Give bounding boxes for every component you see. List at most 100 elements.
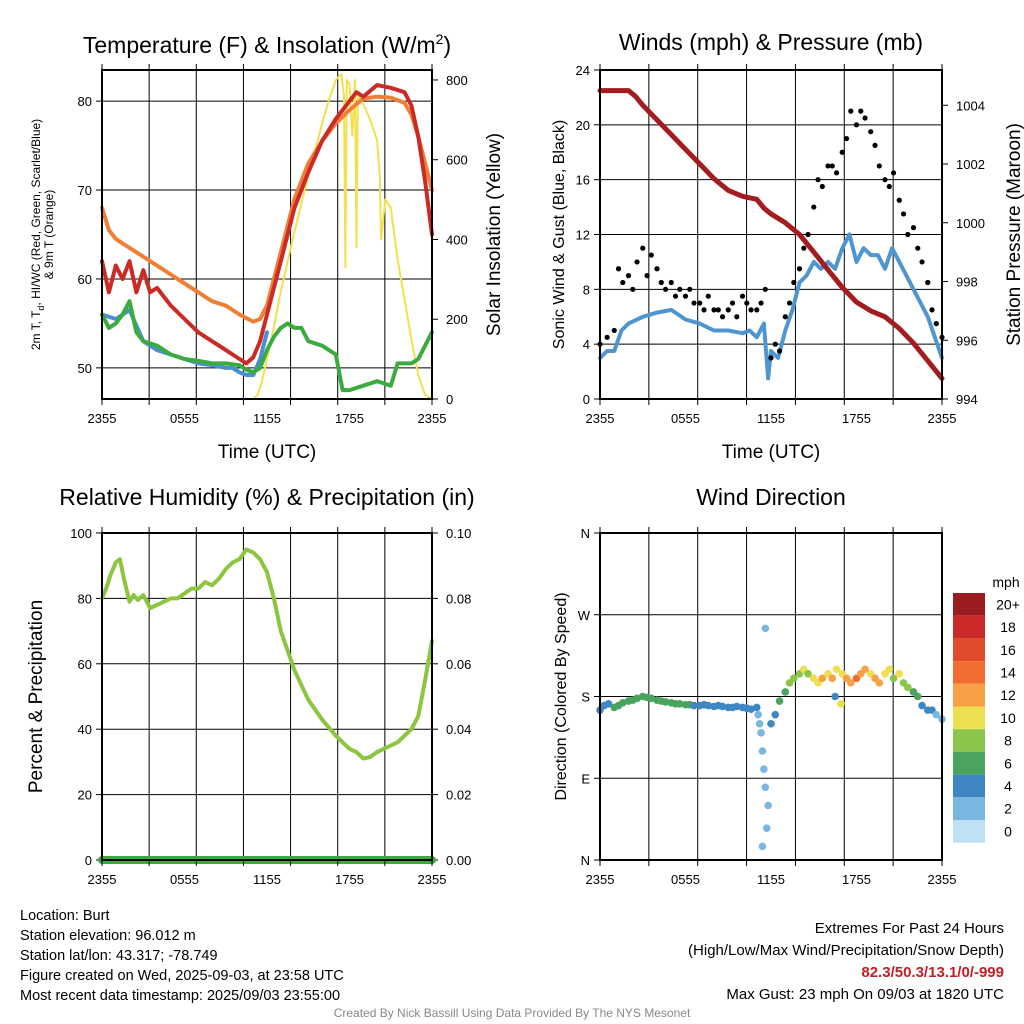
legend-swatch: [953, 729, 985, 752]
legend-swatch: [953, 593, 985, 616]
direction-point: [904, 683, 912, 692]
extremes-values: 82.3/50.3/13.1/0/-999: [861, 964, 1004, 981]
gust-point: [654, 266, 660, 272]
gust-point: [786, 300, 793, 306]
gust-point: [925, 279, 931, 286]
legend-swatch: [953, 820, 985, 843]
series-2m-t: [100, 83, 434, 366]
gust-point: [853, 122, 860, 128]
legend-swatch: [953, 615, 985, 639]
x-tick-label: 1755: [335, 411, 364, 426]
station-location: Location: Burt: [20, 908, 110, 924]
x-tick-label: 1755: [335, 872, 364, 887]
x-axis-label: Time (UTC): [218, 442, 317, 463]
gust-point: [625, 273, 632, 279]
direction-point: [804, 669, 812, 678]
direction-point: [818, 674, 827, 683]
gust-point: [839, 149, 845, 155]
gust-point: [872, 142, 878, 148]
gust-point: [668, 279, 674, 286]
y-right-axis-label: Station Pressure (Maroon): [1004, 123, 1024, 346]
x-tick-label: 2355: [418, 411, 447, 426]
direction-point: [767, 719, 775, 728]
x-axis-label: Time (UTC): [722, 442, 821, 463]
gust-point: [620, 279, 626, 286]
direction-point: [690, 701, 698, 710]
panel-3: 0 20 40 60 80 100 0.00 0.02 0.04 0.06 0.08 0.10 2355…: [26, 484, 475, 887]
gust-point: [604, 334, 610, 340]
gust-point: [648, 252, 654, 258]
gust-point: [801, 245, 807, 251]
speed-legend: mph 20+ 18 16 14 12 10 8 6 4 2 0: [953, 574, 1020, 843]
plot-border: [599, 532, 943, 861]
gust-point: [791, 279, 797, 286]
legend-label: 20+: [996, 596, 1020, 612]
legend-label: 12: [1000, 687, 1016, 703]
x-tick-label: 0555: [170, 411, 199, 426]
x-tick-label: 1755: [842, 872, 871, 887]
y-tick-label: 20: [576, 118, 590, 133]
direction-point: [604, 699, 613, 708]
series-td: [100, 299, 434, 393]
gust-point: [825, 163, 831, 169]
legend-swatch: [953, 751, 985, 775]
recent-timestamp: Most recent data timestamp: 2025/09/03 2…: [20, 988, 341, 1004]
gust-point: [848, 108, 854, 114]
y-right-axis-label: Solar Insolation (Yellow): [484, 133, 505, 336]
gust-point: [744, 300, 750, 306]
gust-point: [705, 293, 711, 299]
y-right-tick-label: 0.04: [446, 722, 471, 737]
gust-point: [711, 307, 717, 313]
x-tick-label: 0555: [671, 411, 700, 426]
panel-title: Relative Humidity (%) & Precipitation (i…: [59, 484, 474, 510]
gust-point: [829, 163, 835, 169]
direction-point: [733, 702, 741, 711]
direction-point: [647, 694, 656, 703]
legend-swatch: [953, 661, 985, 684]
direction-point: [895, 669, 904, 678]
legend-label: 2: [1004, 801, 1012, 817]
y-right-tick-label: 0: [446, 392, 453, 407]
panel-title: Wind Direction: [696, 484, 846, 510]
gust-point: [739, 293, 746, 299]
figure-created: Figure created on Wed, 2025-09-03, at 23…: [20, 968, 344, 984]
direction-point: [757, 729, 765, 737]
y-tick-label: W: [578, 608, 591, 623]
series-9m-t: [100, 94, 434, 324]
y-tick-label: 60: [78, 272, 92, 287]
gust-point: [630, 286, 636, 292]
direction-point: [831, 692, 839, 701]
legend-swatch: [953, 638, 985, 662]
direction-point: [790, 674, 798, 683]
panel-4: N E S W N 2355 0555 1155 1755 2355 Wind Direction D…: [553, 484, 1020, 887]
direction-point: [754, 710, 762, 719]
y-tick-label: 0: [85, 853, 92, 868]
direction-point: [752, 703, 761, 712]
gust-point: [805, 231, 811, 238]
gust-point: [758, 300, 764, 306]
gust-point: [776, 348, 783, 354]
legend-label: 0: [1004, 823, 1012, 839]
gust-point: [729, 300, 736, 306]
x-tick-label: 1755: [842, 411, 871, 426]
gust-point: [782, 314, 788, 320]
legend-label: 14: [1000, 664, 1016, 680]
plot-border: [101, 532, 433, 861]
gust-point: [886, 183, 892, 190]
credit-footer: Created By Nick Bassill Using Data Provi…: [333, 1006, 691, 1020]
gust-point: [815, 177, 821, 183]
gust-point: [772, 341, 778, 347]
gust-point: [687, 286, 693, 292]
y-tick-label: N: [581, 526, 590, 541]
direction-point: [760, 765, 768, 773]
gust-point: [819, 183, 825, 190]
direction-point: [761, 783, 770, 792]
y-axis-label: 2m T, Td, HI/WC (Red, Green, Scarlet/Blu…: [29, 119, 56, 350]
legend-label: 4: [1004, 778, 1012, 794]
x-tick-label: 1155: [757, 872, 785, 887]
y-right-tick-label: 0.08: [446, 591, 471, 606]
y-right-tick-label: 200: [446, 312, 468, 327]
gust-point: [900, 211, 907, 217]
y-tick-label: 50: [78, 361, 92, 376]
